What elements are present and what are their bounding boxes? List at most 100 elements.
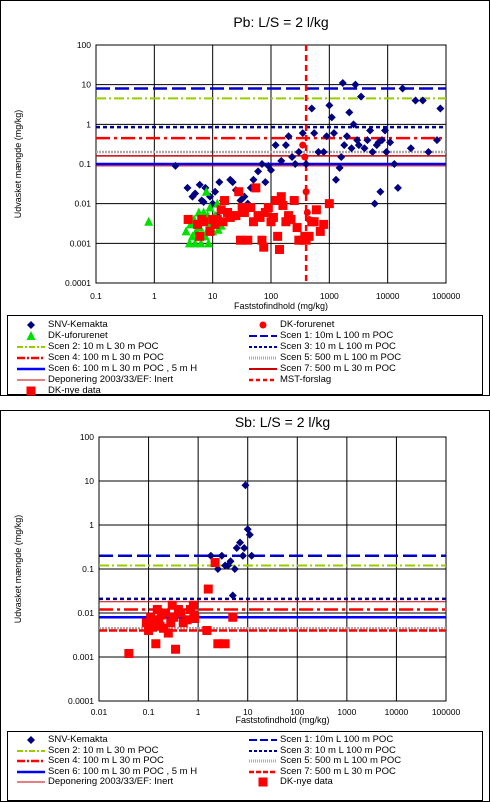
point-dk-nye-data [167, 600, 177, 610]
point-dk-nye-data [199, 217, 209, 227]
point-dk-nye-data [208, 214, 218, 224]
y-tick-label: 0.001 [73, 652, 95, 662]
point-snv-kemakta [291, 160, 300, 168]
point-dk-forurenet [299, 141, 307, 149]
y-tick-label: 100 [77, 40, 91, 50]
point-dk-uforurenet [190, 238, 200, 248]
point-snv-kemakta [241, 481, 250, 490]
point-snv-kemakta [366, 126, 375, 135]
point-dk-nye-data [216, 205, 226, 215]
point-snv-kemakta [432, 136, 441, 145]
point-dk-uforurenet [204, 238, 214, 248]
point-snv-kemakta [345, 108, 354, 117]
point-dk-forurenet [302, 188, 310, 196]
point-snv-kemakta [424, 148, 433, 157]
legend-label: Scen 4: 100 m L 30 m POC [48, 755, 164, 766]
point-dk-nye-data [203, 584, 213, 594]
point-snv-kemakta [351, 80, 360, 89]
data-points [144, 79, 445, 254]
point-snv-kemakta [342, 132, 351, 141]
chart-panel-sb: 0.01 0.1 1 10 100 1000 10000 100000 100 10 1 0.1 0.0… [0, 410, 490, 802]
chart-title: Sb: L/S = 2 l/kg [235, 414, 330, 430]
point-dk-nye-data [169, 612, 179, 622]
point-snv-kemakta [360, 144, 369, 153]
legend-pb: SNV-Kemakta DK-forurenet DK-uforurenet Scen… [7, 315, 483, 396]
legend-label: Scen 7: 500 m L 30 m POC [280, 765, 396, 777]
x-tick-label: 0.1 [90, 291, 102, 301]
x-tick-label: 100 [264, 291, 278, 301]
legend-label: DK-nye data [48, 385, 101, 396]
point-dk-nye-data [311, 205, 321, 215]
legend-label: Scen 4: 100 m L 30 m POC [48, 352, 164, 363]
point-snv-kemakta [183, 183, 192, 192]
point-snv-kemakta [398, 84, 407, 93]
legend-label: Scen 1: 10m L 100 m POC [280, 734, 394, 745]
chart-panel-pb: 0.1 1 10 100 1000 10000 100000 100 10 1 0.1 0.01 0.0… [0, 0, 490, 396]
point-dk-forurenet [301, 153, 309, 161]
point-snv-kemakta [223, 561, 232, 570]
legend-label: DK-forurenet [280, 319, 335, 330]
legend-label: Scen 3: 10 m L 100 m POC [280, 341, 396, 352]
point-dk-nye-data [141, 618, 151, 628]
x-tick-label: 1 [152, 291, 157, 301]
legend-marker [26, 331, 36, 340]
legend-label: Scen 2: 10 m L 30 m POC [48, 341, 159, 352]
legend-symbol [26, 331, 36, 340]
legend-marker [26, 386, 36, 396]
point-dk-nye-data [166, 618, 176, 628]
point-snv-kemakta [319, 148, 328, 157]
legend-label: Scen 6: 100 m L 30 m POC , 5 m H [48, 765, 198, 777]
point-dk-nye-data [309, 217, 319, 227]
point-snv-kemakta [331, 175, 340, 184]
y-tick-label: 0.01 [77, 608, 94, 618]
x-tick-label: 0.1 [143, 707, 155, 717]
point-snv-kemakta [267, 166, 275, 175]
point-snv-kemakta [329, 129, 338, 138]
legend-symbol [17, 367, 45, 371]
point-dk-nye-data [273, 231, 283, 241]
point-snv-kemakta [386, 138, 395, 147]
point-snv-kemakta [294, 148, 303, 157]
data-points [124, 481, 256, 659]
legend-marker [259, 321, 267, 329]
point-dk-nye-data [255, 212, 265, 222]
y-tick-label: 0.1 [79, 159, 91, 169]
x-tick-label: 1 [196, 707, 201, 717]
point-dk-nye-data [220, 196, 230, 206]
point-dk-nye-data [152, 605, 162, 615]
point-dk-nye-data [278, 200, 288, 210]
point-snv-kemakta [370, 199, 379, 208]
point-dk-nye-data [158, 623, 168, 633]
legend-symbol [17, 759, 45, 763]
point-dk-nye-data [188, 600, 198, 610]
legend-marker [258, 777, 268, 787]
legend-symbol [17, 770, 45, 773]
point-snv-kemakta [376, 187, 385, 196]
point-dk-nye-data [205, 226, 215, 236]
y-tick-label: 0.1 [82, 564, 94, 574]
point-snv-kemakta [322, 132, 331, 141]
x-tick-label: 0.01 [91, 707, 108, 717]
point-snv-kemakta [199, 198, 208, 207]
point-dk-nye-data [259, 242, 269, 252]
x-tick-label: 100 [290, 707, 304, 717]
point-snv-kemakta [363, 136, 372, 145]
legend-symbol [259, 321, 267, 329]
x-tick-label: 1000 [337, 707, 356, 717]
point-snv-kemakta [284, 132, 293, 141]
point-dk-nye-data [210, 219, 220, 229]
chart-sb: 0.01 0.1 1 10 100 1000 10000 100000 100 10 1 0.1 0.0… [13, 414, 461, 725]
chart-pb: 0.1 1 10 100 1000 10000 100000 100 10 1 0.1 0.01 0.0… [13, 14, 460, 311]
point-snv-kemakta [406, 144, 415, 153]
x-tick-label: 100000 [432, 707, 461, 717]
y-tick-label: 0.0001 [65, 278, 91, 288]
point-snv-kemakta [249, 175, 258, 184]
point-dk-uforurenet [184, 238, 194, 248]
point-snv-kemakta [302, 160, 311, 168]
legend-symbol [249, 335, 277, 337]
point-dk-nye-data [248, 217, 258, 227]
point-dk-nye-data [281, 217, 291, 227]
legend-symbol [249, 378, 277, 382]
legend-symbol [17, 346, 45, 348]
legend-label: Deponering 2003/33/EF: Inert [48, 776, 174, 787]
